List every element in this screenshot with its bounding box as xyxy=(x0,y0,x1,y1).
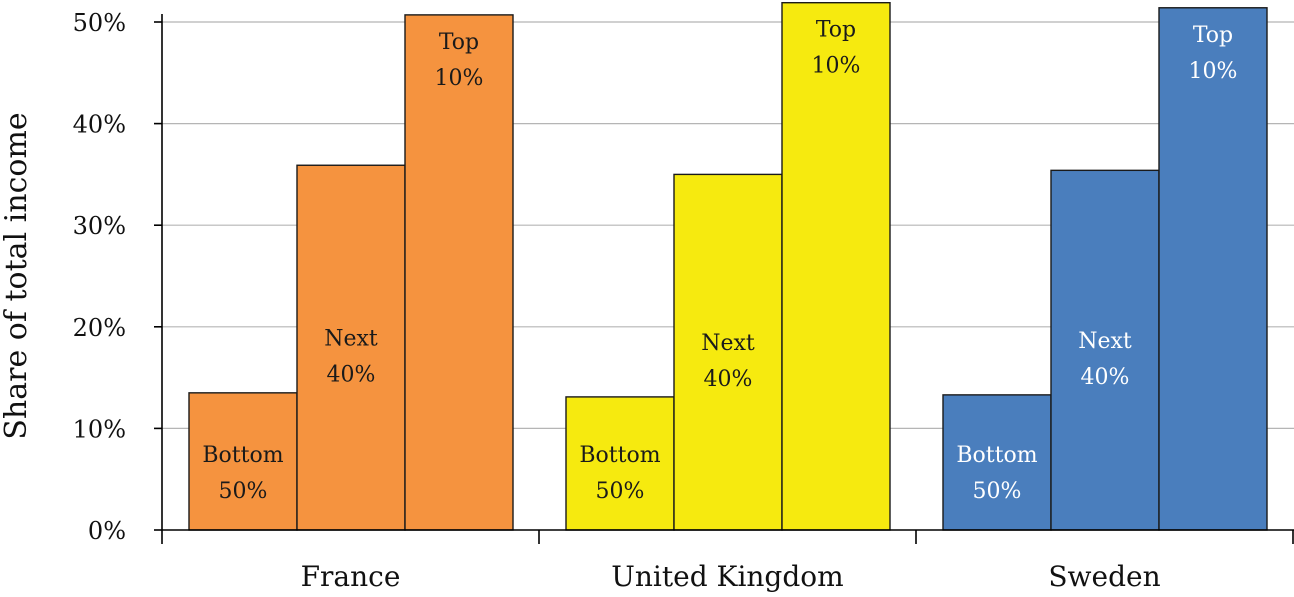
y-tick-label: 30% xyxy=(73,212,126,240)
bar xyxy=(188,392,298,531)
bar xyxy=(1050,169,1160,531)
y-axis-label: Share of total income xyxy=(0,112,34,439)
bar xyxy=(673,173,783,531)
bar-label: Bottom 50% xyxy=(579,443,660,504)
y-tick-label: 40% xyxy=(73,111,126,139)
bar xyxy=(942,394,1052,531)
bar-label: Next 40% xyxy=(701,331,755,392)
bar xyxy=(781,1,891,531)
bar xyxy=(404,14,514,531)
x-category-label: Sweden xyxy=(1048,560,1160,593)
bar-label: Top 10% xyxy=(1189,23,1238,84)
bar-label: Next 40% xyxy=(324,327,378,388)
y-tick-label: 10% xyxy=(73,415,126,443)
labels: 0% 10% 20% 30% 40% 50% Bottom 50% Next 40% Top 10% F… xyxy=(73,9,1238,593)
bar-label: Bottom 50% xyxy=(956,443,1037,504)
y-tick-label: 0% xyxy=(88,517,126,545)
x-category-label: France xyxy=(301,560,401,593)
y-tick-label: 50% xyxy=(73,9,126,37)
bar xyxy=(1158,7,1268,531)
axes xyxy=(154,14,1294,544)
bars xyxy=(188,1,1268,531)
bar-label: Top 10% xyxy=(435,30,484,91)
bar-label: Next 40% xyxy=(1078,329,1132,390)
bar-label: Top 10% xyxy=(812,18,861,79)
bar xyxy=(565,396,675,531)
bar-label: Bottom 50% xyxy=(202,443,283,504)
y-tick-label: 20% xyxy=(73,314,126,342)
x-category-label: United Kingdom xyxy=(611,560,843,593)
